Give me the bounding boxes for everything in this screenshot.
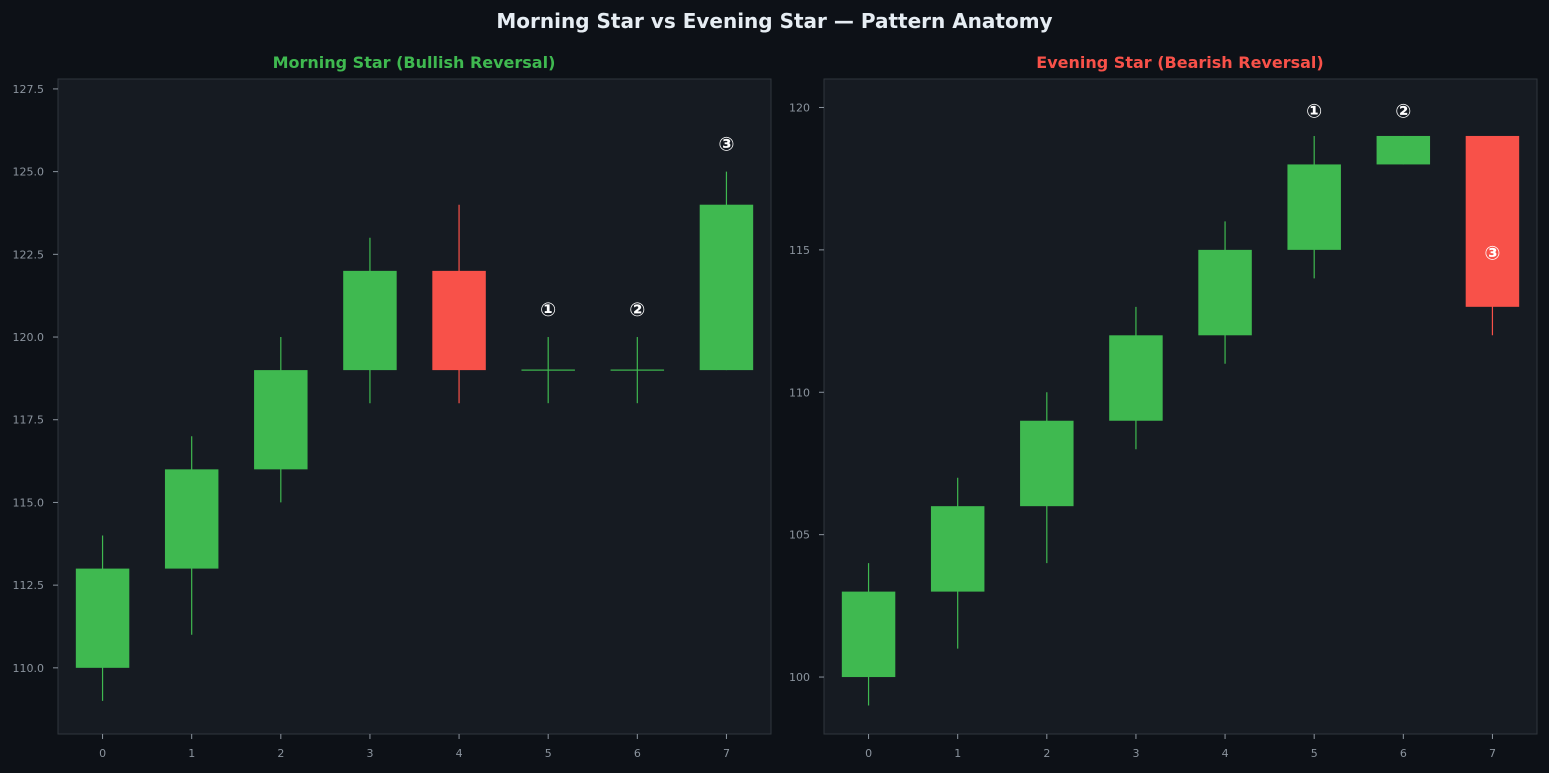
evening-star-candle-body (1376, 135, 1431, 165)
morning-star-plot-area (57, 78, 772, 735)
evening-star-y-tick-label: 110 (789, 386, 810, 399)
evening-star-panel: Evening Star (Bearish Reversal) 10010511… (789, 53, 1538, 760)
figure-title: Morning Star vs Evening Star — Pattern A… (496, 9, 1052, 33)
evening-star-x-tick-label: 4 (1222, 747, 1229, 760)
morning-star-panel: Morning Star (Bullish Reversal) 110.0112… (13, 53, 772, 760)
evening-star-x-tick-label: 2 (1043, 747, 1050, 760)
evening-star-candle-body (930, 506, 985, 592)
morning-star-candle-body (75, 568, 130, 668)
morning-star-x-tick-label: 7 (723, 747, 730, 760)
morning-star-x-tick-label: 4 (456, 747, 463, 760)
morning-star-y-tick-label: 122.5 (13, 248, 45, 261)
morning-star-x-tick-label: 6 (634, 747, 641, 760)
morning-star-pattern-marker: ① (540, 299, 556, 321)
evening-star-x-tick-label: 3 (1132, 747, 1139, 760)
morning-star-y-tick-label: 117.5 (13, 414, 45, 427)
morning-star-pattern-marker: ② (629, 299, 645, 321)
evening-star-pattern-marker: ② (1395, 100, 1411, 122)
morning-star-title: Morning Star (Bullish Reversal) (273, 53, 556, 72)
morning-star-x-tick-label: 3 (366, 747, 373, 760)
morning-star-candle-body (164, 469, 219, 569)
morning-star-x-tick-label: 1 (188, 747, 195, 760)
morning-star-x-tick-label: 0 (99, 747, 106, 760)
evening-star-candle-body (1287, 164, 1341, 250)
evening-star-pattern-marker: ③ (1484, 243, 1500, 265)
evening-star-y-tick-label: 120 (789, 101, 810, 114)
evening-star-candle-body (841, 591, 896, 678)
evening-star-candle-body (1465, 135, 1520, 307)
evening-star-y-tick-label: 105 (789, 529, 810, 542)
morning-star-candle-body (254, 370, 308, 470)
morning-star-candle-body (432, 270, 486, 371)
evening-star-y-tick-label: 100 (789, 671, 810, 684)
evening-star-x-tick-label: 1 (954, 747, 961, 760)
morning-star-pattern-marker: ③ (718, 134, 734, 156)
evening-star-x-tick-label: 0 (865, 747, 872, 760)
morning-star-y-tick-label: 115.0 (13, 496, 45, 509)
morning-star-candle-body (521, 369, 575, 371)
evening-star-x-tick-label: 5 (1311, 747, 1318, 760)
morning-star-x-tick-label: 2 (277, 747, 284, 760)
morning-star-y-tick-label: 120.0 (13, 331, 45, 344)
morning-star-candle-body (610, 369, 665, 371)
evening-star-y-tick-label: 115 (789, 244, 810, 257)
morning-star-y-tick-label: 127.5 (13, 83, 45, 96)
morning-star-x-tick-label: 5 (545, 747, 552, 760)
morning-star-y-tick-label: 110.0 (13, 662, 45, 675)
evening-star-candle-body (1020, 420, 1074, 507)
evening-star-plot-area (823, 78, 1538, 735)
morning-star-candle-body (343, 270, 397, 371)
evening-star-x-tick-label: 6 (1400, 747, 1407, 760)
morning-star-y-tick-label: 125.0 (13, 166, 45, 179)
evening-star-candle-body (1109, 335, 1163, 421)
evening-star-pattern-marker: ① (1306, 100, 1322, 122)
evening-star-x-tick-label: 7 (1489, 747, 1496, 760)
morning-star-y-tick-label: 112.5 (13, 579, 45, 592)
morning-star-candle-body (699, 204, 754, 371)
evening-star-candle-body (1198, 249, 1252, 336)
evening-star-title: Evening Star (Bearish Reversal) (1036, 53, 1323, 72)
